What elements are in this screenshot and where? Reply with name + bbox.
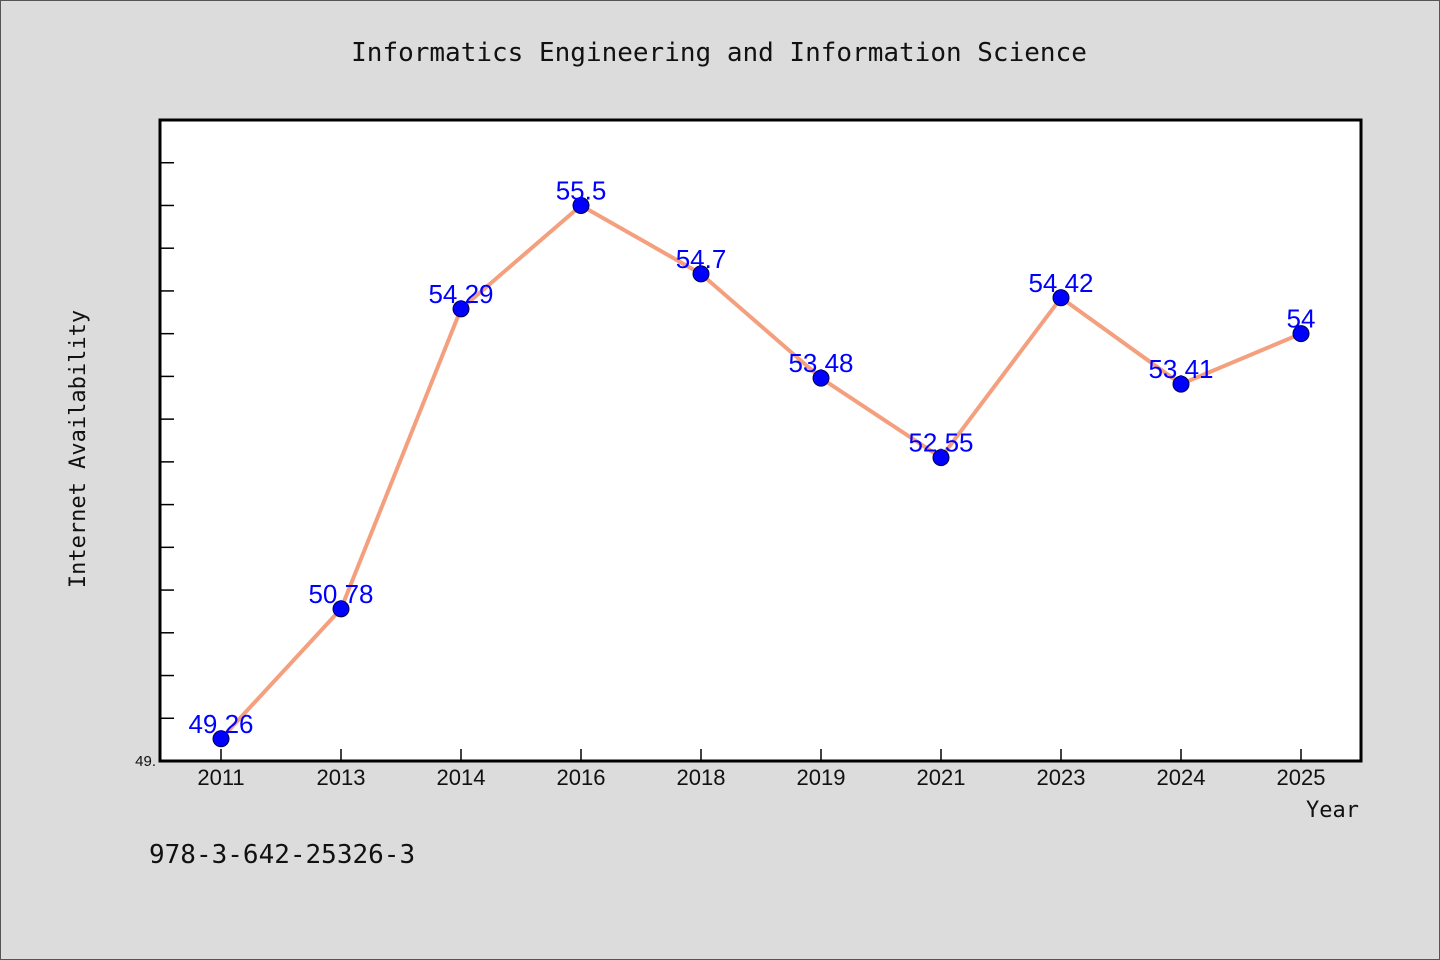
x-tick-label: 2025 [1277,765,1326,790]
data-label: 54 [1287,304,1316,334]
y-tick-label: 49. [135,753,156,770]
data-label: 53.48 [788,348,853,378]
data-label: 50.78 [308,579,373,609]
isbn-footer-text: 978-3-642-25326-3 [149,840,415,870]
x-tick-label: 2013 [317,765,366,790]
data-labels: 49.26 50.78 54.29 55.5 54.7 53.48 52.55 54.42 53… [188,175,1315,738]
x-tick-label: 2016 [557,765,606,790]
data-point [812,369,830,387]
data-label: 49.26 [188,709,253,739]
data-label: 52.55 [908,428,973,458]
x-tick-label: 2024 [1157,765,1206,790]
x-tick-label: 2021 [917,765,966,790]
x-tick-label: 2023 [1037,765,1086,790]
data-point [692,265,710,283]
data-markers [212,196,1310,748]
data-point [572,196,590,214]
data-point [332,600,350,618]
plot-area [160,120,1361,761]
data-point [1292,325,1310,343]
x-tick-label: 2019 [797,765,846,790]
chart-title: Informatics Engineering and Information … [351,38,1087,68]
y-axis-label: Internet Availability [66,310,91,588]
data-point [212,730,230,748]
data-point [452,300,470,318]
x-axis-tick-labels: 2011 2013 2014 2016 2018 2019 2021 2023 2024 2025 [197,765,1325,790]
x-axis-ticks [220,749,1302,761]
data-label: 53.41 [1148,354,1213,384]
x-axis-label: Year [1306,798,1359,823]
x-tick-label: 2011 [197,765,244,790]
series-line [219,203,1302,741]
plot-frame [158,118,1363,763]
data-label: 54.7 [676,244,727,274]
data-label: 54.42 [1028,268,1093,298]
data-point [1172,375,1190,393]
x-tick-label: 2014 [437,765,486,790]
data-point [932,449,950,467]
x-tick-label: 2018 [677,765,726,790]
data-label: 54.29 [428,279,493,309]
data-label: 55.5 [556,175,607,205]
y-axis-tick-labels: 49. [135,753,156,770]
data-point [1052,289,1070,307]
y-axis-ticks [160,119,174,720]
